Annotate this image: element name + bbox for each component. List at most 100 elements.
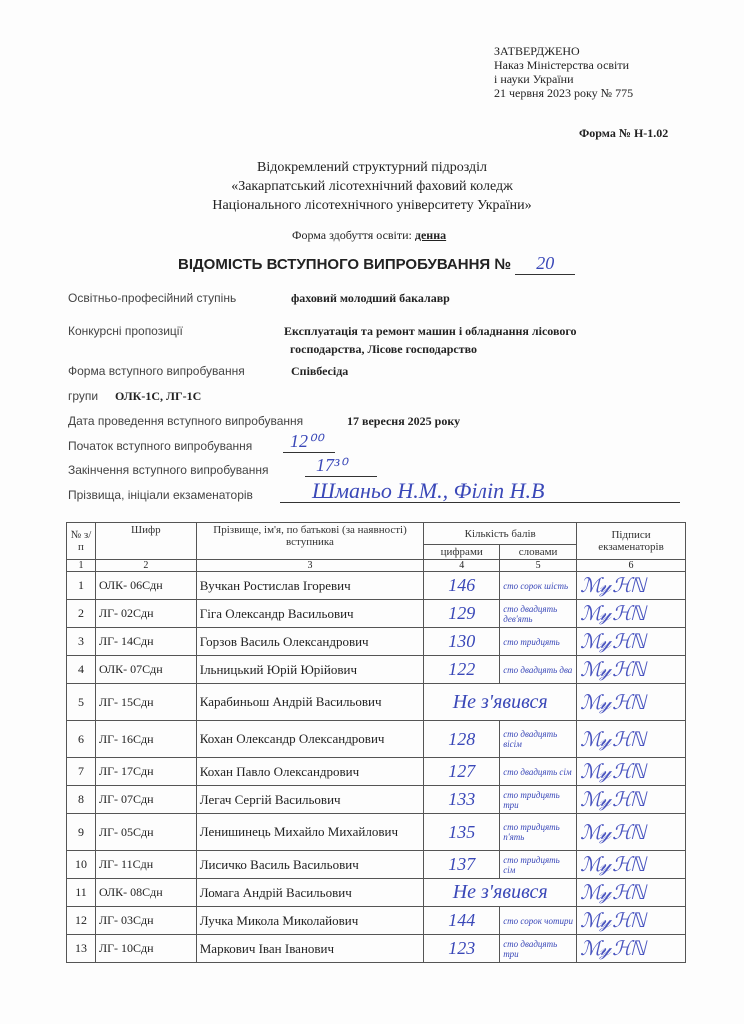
row-score-digits: 122 [423, 655, 501, 684]
row-signatures: ℳ𝓎 ℋℕ [576, 720, 686, 758]
table-row: 7 ЛГ- 17Сдн Кохан Павло Олександрович 127 ст… [66, 757, 686, 786]
row-score-digits: 146 [423, 571, 501, 600]
row-score-digits: 129 [423, 599, 501, 628]
row-signatures: ℳ𝓎 ℋℕ [576, 785, 686, 814]
signature-mark: ℳ𝓎 ℋℕ [580, 854, 646, 876]
signature-mark: ℳ𝓎 ℋℕ [580, 659, 646, 681]
proposals-value: господарства, Лісове господарство [290, 342, 478, 356]
row-name: Вучкан Ростислав Ігоревич [195, 571, 425, 600]
row-code: ЛГ- 14Сдн [94, 627, 197, 656]
row-name: Кохан Олександр Олександрович [195, 720, 425, 758]
row-name: Ломага Андрій Васильович [195, 878, 425, 907]
row-signatures: ℳ𝓎 ℋℕ [576, 934, 686, 963]
row-no: 4 [66, 655, 96, 684]
education-form: Форма здобуття освіти: денна [292, 228, 446, 243]
row-score-words: сто двадцять вісім [499, 720, 578, 758]
row-no: 2 [66, 599, 96, 628]
end-label: Закінчення вступного випробування [68, 463, 269, 477]
end-value: 17³⁰ [316, 455, 347, 475]
form-number: Форма № Н-1.02 [579, 126, 669, 140]
header-name: Прізвище, ім'я, по батькові (за наявност… [195, 522, 425, 560]
approval-line: і науки України [494, 72, 574, 86]
row-no: 7 [66, 757, 96, 786]
header-words: словами [499, 544, 578, 560]
row-score-words: сто двадцять три [499, 934, 578, 963]
table-row: 8 ЛГ- 07Сдн Легач Сергій Васильович 133 сто … [66, 785, 686, 814]
exam-form-value: Співбесіда [291, 364, 349, 378]
row-name: Карабиньош Андрій Васильович [195, 683, 425, 721]
page-title: ВІДОМІСТЬ ВСТУПНОГО ВИПРОБУВАННЯ № 20 [178, 253, 576, 275]
row-score-digits: 137 [423, 850, 501, 879]
statement-number: 20 [515, 253, 576, 275]
row-no: 10 [66, 850, 96, 879]
table-row: 1 ОЛК- 06Сдн Вучкан Ростислав Ігоревич 146 с… [66, 571, 686, 600]
education-form-label: Форма здобуття освіти: [292, 228, 412, 242]
row-score-words: сто двадцять два [499, 655, 578, 684]
row-signatures: ℳ𝓎 ℋℕ [576, 655, 686, 684]
proposals-label: Конкурсні пропозиції [68, 324, 183, 338]
col-number: 4 [423, 559, 501, 572]
table-row: 12 ЛГ- 03Сдн Лучка Микола Миколайович 144 ст… [66, 906, 686, 935]
approval-line: 21 червня 2023 року № 775 [494, 86, 634, 100]
row-score-words: сто тридцять [499, 627, 578, 656]
institution-line: «Закарпатський лісотехнічний фаховий кол… [231, 179, 513, 194]
signature-mark: ℳ𝓎 ℋℕ [580, 938, 646, 960]
row-code: ОЛК- 08Сдн [94, 878, 197, 907]
table-row: 5 ЛГ- 15Сдн Карабиньош Андрій Васильович Не… [66, 683, 686, 721]
row-score-digits: 135 [423, 813, 501, 851]
header-signatures: Підписи екзаменаторів [576, 522, 686, 560]
signature-mark: ℳ𝓎 ℋℕ [580, 728, 646, 751]
table-row: 6 ЛГ- 16Сдн Кохан Олександр Олександрович 1… [66, 720, 686, 758]
row-code: ЛГ- 10Сдн [94, 934, 197, 963]
start-value: 12⁰⁰ [290, 431, 323, 451]
row-score-digits: 123 [423, 934, 501, 963]
title-text: ВІДОМІСТЬ ВСТУПНОГО ВИПРОБУВАННЯ № [178, 256, 512, 273]
row-score-digits: 130 [423, 627, 501, 656]
groups-value: ОЛК-1С, ЛГ-1С [115, 389, 202, 403]
signature-mark: ℳ𝓎 ℋℕ [580, 603, 646, 625]
date-value: 17 вересня 2025 року [347, 414, 461, 428]
row-name: Лисичко Василь Васильович [195, 850, 425, 879]
row-signatures: ℳ𝓎 ℋℕ [576, 599, 686, 628]
date-label: Дата проведення вступного випробування [68, 414, 304, 428]
signature-mark: ℳ𝓎 ℋℕ [580, 910, 646, 932]
row-no: 6 [66, 720, 96, 758]
institution-line: Відокремлений структурний підрозділ [256, 160, 488, 175]
row-code: ЛГ- 05Сдн [94, 813, 197, 851]
row-signatures: ℳ𝓎 ℋℕ [576, 683, 686, 721]
row-name: Маркович Іван Іванович [195, 934, 425, 963]
row-absent: Не з'явився [423, 878, 578, 907]
col-number: 6 [576, 559, 686, 572]
row-signatures: ℳ𝓎 ℋℕ [576, 757, 686, 786]
signature-mark: ℳ𝓎 ℋℕ [580, 691, 646, 714]
signature-mark: ℳ𝓎 ℋℕ [580, 882, 646, 904]
row-no: 11 [66, 878, 96, 907]
row-signatures: ℳ𝓎 ℋℕ [576, 850, 686, 879]
header-no: № з/п [66, 522, 96, 560]
row-no: 5 [66, 683, 96, 721]
signature-mark: ℳ𝓎 ℋℕ [580, 821, 646, 844]
row-code: ЛГ- 17Сдн [94, 757, 197, 786]
table-row: 3 ЛГ- 14Сдн Горзов Василь Олександрович 130… [66, 627, 686, 656]
examiners-value: Шманьо Н.М., Філіп Н.В [312, 478, 545, 503]
table-row: 11 ОЛК- 08Сдн Ломага Андрій Васильович Не з… [66, 878, 686, 907]
signature-mark: ℳ𝓎 ℋℕ [580, 761, 646, 783]
row-score-words: сто тридцять три [499, 785, 578, 814]
start-label: Початок вступного випробування [68, 439, 253, 453]
proposals-value: Експлуатація та ремонт машин і обладнанн… [284, 324, 577, 338]
row-score-words: сто тридцять п'ять [499, 813, 578, 851]
row-signatures: ℳ𝓎 ℋℕ [576, 571, 686, 600]
approval-line: Наказ Міністерства освіти [494, 58, 630, 72]
row-score-words: сто тридцять сім [499, 850, 578, 879]
column-numbers-row: 1 2 3 4 5 6 [66, 559, 686, 572]
row-score-digits: 133 [423, 785, 501, 814]
row-no: 13 [66, 934, 96, 963]
education-form-value: денна [414, 228, 447, 242]
row-code: ЛГ- 15Сдн [94, 683, 197, 721]
header-code: Шифр [94, 522, 197, 560]
col-number: 2 [94, 559, 197, 572]
row-code: ОЛК- 07Сдн [94, 655, 197, 684]
signature-mark: ℳ𝓎 ℋℕ [580, 789, 646, 811]
col-number: 3 [195, 559, 425, 572]
